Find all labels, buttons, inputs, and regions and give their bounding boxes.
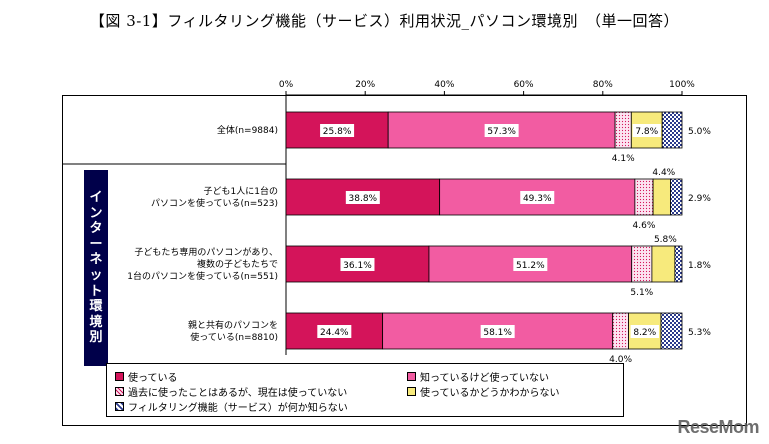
legend-item-used-before: 過去に使ったことはあるが、現在は使っていない xyxy=(115,384,347,399)
data-label-bg xyxy=(345,191,380,204)
bar-using xyxy=(285,178,441,216)
legend-item-know-not-using: 知っているけど使っていない xyxy=(407,369,549,384)
data-label: 51.2% xyxy=(516,261,545,271)
data-label: 5.8% xyxy=(654,235,677,245)
data-label-bg xyxy=(513,258,548,271)
data-label-bg xyxy=(340,258,375,271)
legend-item-dont-know-feature: フィルタリング機能（サービス）が何か知らない xyxy=(115,399,348,414)
bar-used-before xyxy=(634,178,654,216)
legend-item-unknown-if-using: 使っているかどうかわからない xyxy=(407,384,560,399)
watermark-logo: ReseMom xyxy=(677,417,759,437)
x-tick-label: 0% xyxy=(279,80,294,90)
x-tick-label: 80% xyxy=(593,80,613,90)
bar-dont-know-feature xyxy=(674,245,683,283)
x-tick-label: 100% xyxy=(669,80,695,90)
bar-unknown-if-using xyxy=(651,245,676,283)
data-label-bg xyxy=(317,325,352,338)
bar-dont-know-feature xyxy=(660,312,683,350)
bar-dont-know-feature xyxy=(670,178,683,216)
data-label: 49.3% xyxy=(523,194,552,204)
chart-title: 【図 3-1】フィルタリング機能（サービス）利用状況_パソコン環境別 （単一回答… xyxy=(89,12,680,30)
chart-legend: 使っている 知っているけど使っていない過去に使ったことはあるが、現在は使っていない… xyxy=(106,363,624,417)
category-label: 子どもたち専用のパソコンがあり、 xyxy=(134,246,278,258)
data-label: 5.0% xyxy=(688,127,711,137)
data-label-bg xyxy=(520,191,555,204)
legend-item-using: 使っている xyxy=(115,369,178,384)
category-label: 子ども1人に1台の xyxy=(204,185,278,197)
legend-label: フィルタリング機能（サービス）が何か知らない xyxy=(128,403,348,414)
data-label: 4.0% xyxy=(609,355,632,365)
data-label: 4.4% xyxy=(652,168,675,178)
data-label: 25.8% xyxy=(323,127,352,137)
x-tick-label: 60% xyxy=(514,80,534,90)
x-tick-label: 20% xyxy=(355,80,375,90)
category-label: 1台のパソコンを使っている(n=551) xyxy=(127,270,278,282)
data-label: 24.4% xyxy=(320,328,349,338)
data-label: 57.3% xyxy=(487,127,516,137)
data-label: 2.9% xyxy=(688,194,711,204)
legend-label: 知っているけど使っていない xyxy=(420,373,549,384)
data-label: 36.1% xyxy=(343,261,372,271)
sidebar-group-label: インターネット環境別 xyxy=(84,170,108,366)
data-label: 7.8% xyxy=(635,127,658,137)
data-label-bg xyxy=(484,124,519,137)
data-label-bg xyxy=(320,124,355,137)
data-label: 5.3% xyxy=(688,328,711,338)
data-label: 4.6% xyxy=(633,221,656,231)
category-label: 使っている(n=8810) xyxy=(190,331,278,343)
bar-dont-know-feature xyxy=(661,111,683,149)
legend-swatch xyxy=(115,387,124,396)
legend-swatch xyxy=(407,372,416,381)
data-label-bg xyxy=(630,325,659,338)
legend-swatch xyxy=(115,372,124,381)
legend-label: 使っているかどうかわからない xyxy=(420,388,560,399)
bar-know-not-using xyxy=(428,245,633,283)
x-tick-label: 40% xyxy=(434,80,454,90)
data-label: 8.2% xyxy=(633,328,656,338)
category-label: 親と共有のパソコンを xyxy=(188,319,278,331)
data-label: 38.8% xyxy=(349,194,378,204)
data-label-bg xyxy=(480,325,515,338)
category-label: 複数の子どもたちで xyxy=(197,258,278,270)
bar-used-before xyxy=(614,111,632,149)
data-label: 4.1% xyxy=(612,154,635,164)
legend-label: 使っている xyxy=(128,373,178,384)
legend-swatch xyxy=(115,402,124,411)
legend-swatch xyxy=(407,387,416,396)
bar-used-before xyxy=(612,312,629,350)
legend-label: 過去に使ったことはあるが、現在は使っていない xyxy=(128,388,348,399)
data-label: 58.1% xyxy=(483,328,512,338)
category-label: パソコンを使っている(n=523) xyxy=(151,197,278,209)
bar-unknown-if-using xyxy=(652,178,671,216)
data-label: 5.1% xyxy=(630,288,653,298)
bar-used-before xyxy=(631,245,653,283)
category-label: 全体(n=9884) xyxy=(217,124,278,136)
data-label-bg xyxy=(632,124,661,137)
data-label: 1.8% xyxy=(688,261,711,271)
